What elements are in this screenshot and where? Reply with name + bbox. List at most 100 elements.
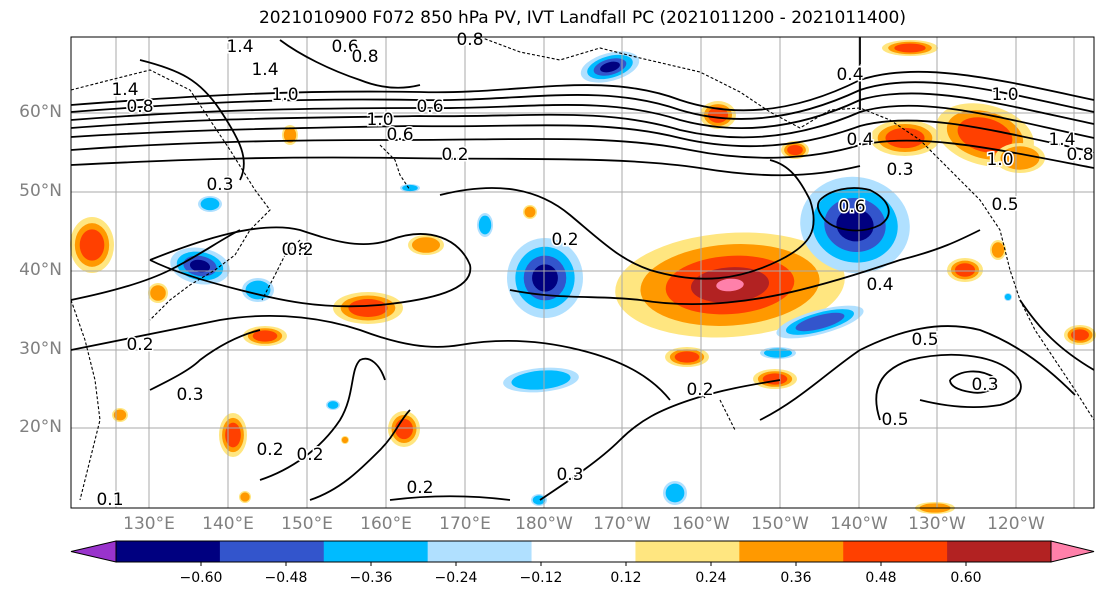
- ivt-contour-line: [70, 70, 1095, 112]
- pv-anomaly-blob: [200, 197, 220, 211]
- ivt-contour-line: [389, 495, 511, 501]
- ivt-contour-line: [539, 379, 781, 501]
- pv-anomaly-blob: [1004, 293, 1012, 301]
- pv-anomaly-blob: [763, 348, 793, 358]
- ivt-contour-line: [70, 229, 241, 301]
- ivt-contour-line: [70, 138, 1095, 169]
- contour-label: 0.5: [911, 330, 938, 350]
- lat-label: 20°N: [19, 417, 62, 437]
- colorbar-tick-label: −0.36: [349, 570, 393, 586]
- colorbar-tick-label: 0.24: [695, 570, 727, 586]
- ivt-contour-line: [1019, 299, 1095, 371]
- lon-label: 140°W: [830, 514, 888, 534]
- ivt-contour-line: [259, 357, 386, 481]
- pv-anomaly-blob: [795, 312, 845, 332]
- ivt-contour-line: [70, 315, 671, 401]
- pv-anomaly-blob: [511, 370, 571, 390]
- colorbar-tick-label: −0.24: [434, 570, 478, 586]
- colorbar-segment: [116, 541, 221, 562]
- pv-anomaly-blob: [674, 351, 700, 363]
- colorbar-extend-max: [1050, 540, 1095, 563]
- pv-anomaly-blob: [327, 401, 339, 409]
- lon-label: 150°E: [281, 514, 333, 534]
- pv-anomaly-blob: [113, 409, 127, 421]
- lon-label: 170°E: [439, 514, 491, 534]
- colorbar-segment: [739, 541, 844, 562]
- coastline: [261, 239, 301, 301]
- pv-anomaly-blob: [836, 208, 874, 242]
- ivt-contour-line: [509, 229, 981, 306]
- pv-anomaly-blob: [524, 206, 536, 218]
- contour-label: 0.8: [456, 30, 483, 50]
- lat-label: 30°N: [19, 339, 62, 359]
- contour-label: 0.8: [126, 97, 153, 117]
- colorbar-tick-label: 0.48: [865, 570, 897, 586]
- pv-anomaly-blob: [283, 127, 297, 143]
- colorbar-segment: [947, 541, 1052, 562]
- coastline: [379, 144, 411, 191]
- pv-anomaly-blob: [411, 237, 441, 253]
- ivt-contour-line: [875, 353, 1022, 421]
- ivt-contour-line: [149, 329, 261, 391]
- pv-anomaly-blob: [478, 215, 492, 235]
- pv-anomaly-blob: [341, 436, 349, 444]
- pv-anomaly-blob: [240, 492, 250, 502]
- pv-anomaly-blob: [189, 259, 211, 273]
- ivt-contour-line: [139, 59, 245, 181]
- contour-label: 0.2: [551, 230, 578, 250]
- contour-label: 0.3: [886, 160, 913, 180]
- contour-label: 1.4: [251, 60, 278, 80]
- contour-label: 0.4: [846, 130, 873, 150]
- ivt-contour-line: [70, 92, 1095, 130]
- colorbar-extend-min: [70, 540, 117, 563]
- contour-label: 1.0: [986, 150, 1013, 170]
- pv-anomaly-blob: [787, 144, 803, 156]
- contour-label: 1.4: [1048, 130, 1075, 150]
- pv-anomaly-blob: [1071, 329, 1089, 341]
- contour-label: 0.2: [256, 440, 283, 460]
- contour-label: 0.8: [351, 47, 378, 67]
- lon-label: 140°E: [202, 514, 254, 534]
- ivt-contour-line: [279, 39, 421, 89]
- map-frame: [70, 36, 1095, 509]
- colorbar-tick-label: 0.36: [780, 570, 812, 586]
- colorbar-segment: [531, 541, 636, 562]
- contour-label: 0.4: [836, 65, 863, 85]
- lon-label: 160°E: [360, 514, 412, 534]
- lon-label: 150°W: [751, 514, 809, 534]
- pv-anomaly-blob: [894, 43, 926, 53]
- colorbar-segment: [323, 541, 429, 562]
- contour-label: 0.6: [416, 97, 443, 117]
- contour-label: 0.6: [331, 37, 358, 57]
- lon-label: 130°W: [908, 514, 966, 534]
- ivt-contour-line: [70, 81, 1095, 120]
- colorbar-outline: [115, 540, 1052, 563]
- contour-label: 1.0: [991, 85, 1018, 105]
- coastline: [70, 69, 271, 321]
- contour-label: 0.2: [686, 380, 713, 400]
- colorbar-segment: [843, 541, 948, 562]
- pv-anomaly-fills: [70, 40, 1096, 514]
- ivt-contour-line: [309, 409, 411, 501]
- coastline: [699, 391, 736, 431]
- contour-label: 0.1: [96, 490, 123, 510]
- lon-label: 170°W: [593, 514, 651, 534]
- contour-label: 0.2: [126, 335, 153, 355]
- contour-label: 0.4: [866, 275, 893, 295]
- contour-label: 1.4: [111, 80, 138, 100]
- contour-labels: 1.4 0.60.81.40.81.01.40.60.81.00.41.01.40…: [95, 29, 1095, 512]
- map-title: 2021010900 F072 850 hPa PV, IVT Landfall…: [258, 8, 906, 28]
- contour-label: 0.6: [386, 125, 413, 145]
- colorbar-tick-label: −0.48: [264, 570, 308, 586]
- colorbar-segment: [635, 541, 740, 562]
- colorbar-tick-label: −0.60: [179, 570, 223, 586]
- coastline: [70, 299, 101, 501]
- colorbar-segment: [219, 541, 325, 562]
- contour-label: 0.8: [281, 240, 308, 260]
- pv-anomaly-blob: [79, 229, 105, 261]
- contour-label: 1.4: [226, 37, 253, 57]
- lat-label: 50°N: [19, 181, 62, 201]
- contour-label: 0.2: [286, 240, 313, 260]
- contour-label: 0.5: [881, 410, 908, 430]
